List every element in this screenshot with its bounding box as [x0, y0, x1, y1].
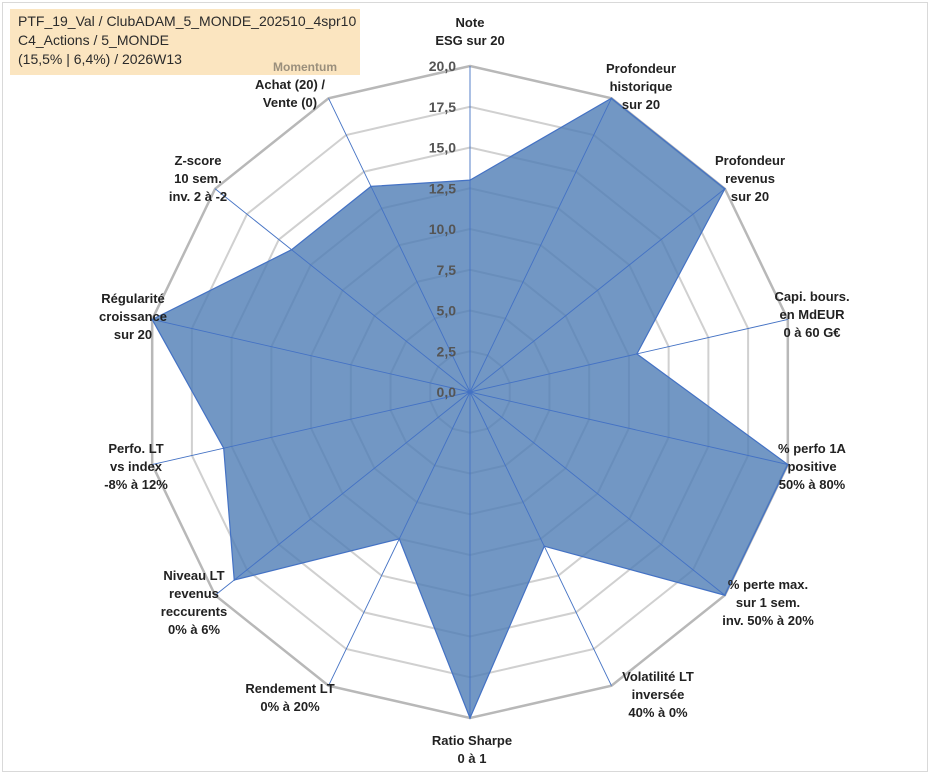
axis-label-line: reccurents [160, 604, 228, 619]
axis-label-line: Vente (0) [262, 95, 318, 110]
axis-label-3: Capi. bours. en MdEUR 0 à 60 G€ [774, 288, 849, 342]
momentum-label: Momentum [273, 60, 337, 74]
axis-label-line: 0% à 6% [167, 622, 221, 637]
axis-spoke-6 [469, 391, 612, 686]
axis-label-line: 40% à 0% [628, 705, 688, 720]
axis-label-4: % perfo 1A positive 50% à 80% [778, 440, 846, 494]
data-point-7 [469, 717, 471, 719]
axis-label-line: inv. 50% à 20% [722, 613, 814, 628]
tick-label-7: 17,5 [429, 99, 456, 115]
axis-label-line: Niveau LT [163, 568, 225, 583]
axis-label-12: Z-score 10 sem. inv. 2 à -2 [169, 152, 227, 206]
info-line-3: (15,5% | 6,4%) / 2026W13 [18, 51, 182, 67]
tick-label-6: 15,0 [429, 140, 456, 156]
axis-spoke-12 [214, 188, 471, 393]
data-point-13 [370, 185, 372, 188]
tick-label-8: 20,0 [429, 58, 456, 74]
tick-label-3: 7,5 [437, 262, 457, 278]
data-point-11 [151, 318, 153, 321]
tick-label-5: 12,5 [429, 180, 456, 196]
data-point-9 [233, 579, 236, 581]
axis-label-line: revenus [725, 171, 775, 186]
axis-spoke-1 [469, 98, 612, 393]
axis-spoke-11 [152, 319, 471, 393]
axis-label-line: 50% à 80% [778, 477, 846, 492]
axis-label-line: Régularité [101, 291, 165, 306]
axis-label-line: revenus [169, 586, 219, 601]
data-point-6 [543, 545, 546, 548]
axis-label-line: Note [455, 15, 485, 30]
axis-label-line: 0 à 1 [457, 751, 487, 766]
axis-label-line: inversée [631, 687, 685, 702]
axis-spoke-3 [469, 319, 788, 393]
axis-label-line: % perfo 1A [778, 441, 846, 456]
axis-label-line: sur 1 sem. [735, 595, 801, 610]
axis-label-line: -8% à 12% [104, 477, 168, 492]
data-point-4 [787, 463, 789, 466]
tick-label-2: 5,0 [437, 303, 457, 319]
axis-label-11: Régularité croissance sur 20 [99, 290, 167, 344]
data-point-1 [610, 97, 613, 100]
axis-label-line: 10 sem. [174, 171, 222, 186]
portfolio-info-box: PTF_19_Val / ClubADAM_5_MONDE_202510_4sp… [10, 9, 360, 75]
axis-label-7: Ratio Sharpe 0 à 1 [432, 732, 512, 768]
axis-label-13: Achat (20) / Vente (0) [255, 76, 325, 112]
axis-label-line: sur 20 [730, 189, 770, 204]
axis-label-line: sur 20 [621, 97, 661, 112]
axis-label-line: Capi. bours. [774, 289, 850, 304]
axis-label-9: Niveau LT revenus reccurents 0% à 6% [161, 567, 227, 639]
axis-label-line: Volatilité LT [622, 669, 694, 684]
data-point-8 [398, 538, 401, 540]
axis-spoke-5 [469, 391, 726, 596]
data-point-0 [469, 179, 471, 181]
axis-label-0: Note ESG sur 20 [435, 14, 504, 50]
axis-spoke-10 [152, 391, 471, 465]
tick-label-0: 0,0 [437, 384, 457, 400]
axis-label-8: Rendement LT 0% à 20% [245, 680, 334, 716]
axis-label-5: % perte max. sur 1 sem. inv. 50% à 20% [722, 576, 814, 630]
axis-spoke-4 [469, 391, 788, 465]
tick-label-1: 2,5 [437, 343, 457, 359]
axis-label-line: vs index [109, 459, 163, 474]
axis-label-6: Volatilité LT inversée 40% à 0% [622, 668, 694, 722]
axis-label-line: ESG sur 20 [435, 33, 505, 48]
axis-spoke-2 [469, 188, 726, 393]
axis-label-2: Profondeur revenus sur 20 [715, 152, 785, 206]
data-point-2 [724, 187, 726, 190]
axis-spoke-9 [214, 391, 471, 596]
axis-label-1: Profondeur historique sur 20 [606, 60, 676, 114]
axis-label-line: Profondeur [714, 153, 786, 168]
axis-label-line: Achat (20) / [254, 77, 326, 92]
axis-spoke-13 [328, 98, 471, 393]
axis-label-line: Profondeur [605, 61, 677, 76]
axis-label-line: Z-score [174, 153, 222, 168]
axis-label-line: en MdEUR [779, 307, 845, 322]
axis-label-line: Ratio Sharpe [431, 733, 513, 748]
data-point-5 [724, 594, 726, 597]
info-line-1: PTF_19_Val / ClubADAM_5_MONDE_202510_4sp… [18, 13, 357, 29]
axis-label-line: croissance [99, 309, 167, 324]
axis-label-line: Perfo. LT [108, 441, 164, 456]
data-point-3 [636, 353, 638, 355]
axis-label-line: Rendement LT [245, 681, 335, 696]
data-point-10 [222, 447, 225, 450]
tick-label-4: 10,0 [429, 221, 456, 237]
axis-label-line: sur 20 [113, 327, 153, 342]
axis-label-line: % perte max. [727, 577, 809, 592]
axis-label-10: Perfo. LT vs index -8% à 12% [104, 440, 168, 494]
axis-label-line: inv. 2 à -2 [168, 189, 228, 204]
axis-label-line: 0 à 60 G€ [783, 325, 841, 340]
axis-label-line: positive [787, 459, 837, 474]
info-line-2: C4_Actions / 5_MONDE [18, 32, 169, 48]
axis-label-line: 0% à 20% [260, 699, 320, 714]
data-point-12 [290, 248, 293, 251]
axis-label-line: historique [609, 79, 673, 94]
